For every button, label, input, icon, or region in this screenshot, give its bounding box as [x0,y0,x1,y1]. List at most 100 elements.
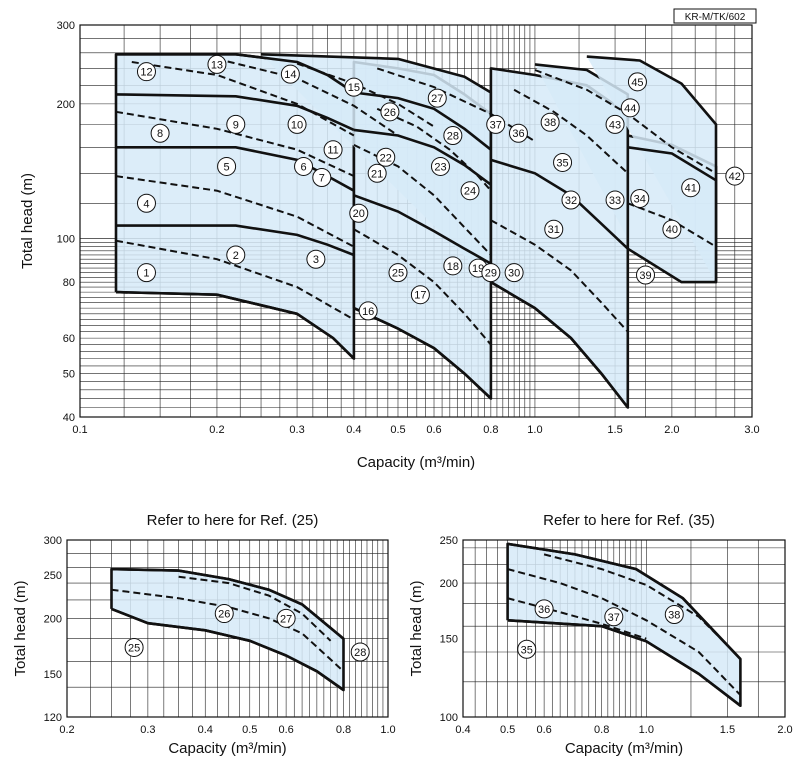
curve-label-circle [349,203,369,223]
curve-label-number: 37 [608,612,620,624]
curve-label-circle [630,188,650,208]
curve-label-number: 1 [143,268,149,280]
curve-label-21: 21 [367,163,387,183]
curve-label-38: 38 [540,112,560,132]
curve-label-number: 42 [729,171,741,183]
y-tick-label: 200 [57,99,75,111]
curve-label-number: 38 [668,609,680,621]
x-tick-label: 2.0 [664,424,679,436]
solid-curve [111,607,345,692]
y-tick-label: 120 [44,712,62,724]
curve-label-37: 37 [604,607,624,627]
curve-label-42: 42 [725,166,745,186]
curve-label-28: 28 [443,126,463,146]
curve-label-circle [605,190,625,210]
curve-label-38: 38 [664,604,684,624]
curve-label-number: 25 [392,268,404,280]
curve-label-number: 36 [512,128,524,140]
y-axis-label: Total head (m) [12,581,29,677]
curve-label-number: 7 [319,172,325,184]
curve-label-circle [627,72,647,92]
code-label-box [673,8,757,24]
y-tick-label: 250 [440,535,458,547]
curve-label-4: 4 [136,193,156,213]
curve-label-number: 11 [327,145,338,157]
chart-inset35: 35 36 37 38 0.4 0.5 0.6 0.8 1.0 1.5 2.0 100 150 200 25… [408,512,793,757]
y-tick-label: 100 [440,712,458,724]
x-axis-label: Capacity (m³/min) [565,740,683,757]
curve-label-circle [136,62,156,82]
dashed-curve [131,61,355,137]
curve-label-circle [620,98,640,118]
curve-label-circle [443,256,463,276]
curve-label-circle [350,642,370,662]
x-tick-label: 3.0 [744,424,759,436]
curve-label-11: 11 [323,140,343,160]
curve-label-number: 2 [233,250,239,262]
curve-label-number: 10 [291,119,303,131]
y-axis-label: Total head (m) [19,173,36,269]
curve-label-8: 8 [150,123,170,143]
curve-label-35: 35 [553,152,573,172]
curve-label-27: 27 [427,88,447,108]
x-tick-label: 0.5 [390,424,405,436]
x-tick-label: 0.8 [594,724,609,736]
curve-label-41: 41 [681,178,701,198]
curve-label-number: 6 [300,161,306,173]
curve-label-22: 22 [376,147,396,167]
curve-label-number: 29 [485,268,497,280]
curve-label-number: 14 [284,69,296,81]
operating-region [586,55,718,283]
curve-label-number: 30 [508,268,520,280]
dashed-curve [178,575,332,642]
solid-curve [353,194,492,265]
curve-label-circle [376,147,396,167]
dashed-curve [115,175,355,248]
dashed-curve [490,219,629,333]
x-tick-label: 0.6 [278,724,293,736]
x-tick-label: 1.0 [639,724,654,736]
curve-label-circle [540,112,560,132]
plot-frame [66,539,389,718]
y-tick-label: 250 [44,570,62,582]
solid-curve [627,146,717,182]
curve-label-number: 15 [348,82,360,94]
curve-label-number: 5 [224,161,230,173]
curve-label-circle [287,114,307,134]
curve-label-number: 21 [371,168,383,180]
curve-label-number: 44 [624,103,636,115]
x-tick-label: 2.0 [777,724,792,736]
curve-label-26: 26 [380,102,400,122]
curve-label-circle [136,263,156,283]
curve-label-40: 40 [662,219,682,239]
solid-curve [116,224,355,257]
curve-label-number: 8 [157,128,163,140]
curve-label-12: 12 [136,62,156,82]
curve-label-36: 36 [508,123,528,143]
curve-label-7: 7 [312,167,332,187]
curve-label-number: 28 [447,131,459,143]
dashed-curve [353,228,492,346]
curve-label-number: 12 [140,67,152,79]
curve-label-number: 43 [609,119,621,131]
chart-title: Refer to here for Ref. (25) [147,512,319,529]
dashed-curve [111,588,345,673]
curve-label-number: 27 [431,93,443,105]
dashed-curve [376,107,492,192]
dashed-curve [115,239,355,321]
x-axis-label: Capacity (m³/min) [168,740,286,757]
curve-label-number: 24 [464,186,476,198]
curve-label-number: 33 [609,195,621,207]
dashed-curve [513,88,629,175]
dashed-curve [507,568,742,696]
solid-curve [116,53,355,94]
curve-label-circle [226,245,246,265]
curve-label-number: 45 [631,77,643,89]
curve-label-25: 25 [124,637,144,657]
x-tick-label: 1.0 [527,424,542,436]
curve-label-33: 33 [605,190,625,210]
curve-label-number: 18 [447,261,459,273]
chart-title: Refer to here for Ref. (35) [543,512,715,529]
